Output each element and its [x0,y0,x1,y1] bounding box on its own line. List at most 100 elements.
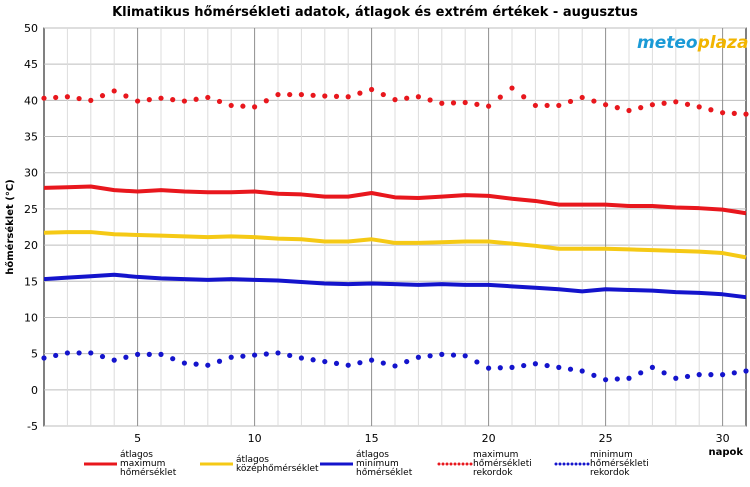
series-point [392,363,398,369]
series-point [111,88,117,94]
series-dot [591,372,597,378]
series-point [439,100,445,106]
series-dot [661,370,667,376]
series-point [439,351,445,357]
series-point [64,94,70,100]
series-1 [43,184,747,216]
series-dot [427,97,433,103]
series-dot [357,360,363,366]
legend-label: átlagos [356,450,389,460]
series-point [415,94,421,100]
series-point [462,353,468,359]
series-dot [380,91,386,98]
series-dot [614,376,620,382]
series-dot [638,370,644,376]
legend-swatch-dot [449,462,453,466]
series-dot [521,362,527,369]
legend-swatch-dot [437,462,441,466]
series-point [486,365,492,371]
series-point [509,364,515,370]
series-point [228,354,234,360]
series-dot [450,100,457,106]
series-point [579,368,585,374]
series-dot [474,101,480,107]
series-dot [427,353,433,359]
legend-label: maximum [473,450,518,460]
series-dot [287,352,293,359]
x-tick-label: 15 [365,432,379,445]
series-dot [216,98,223,105]
series-dot [497,365,503,371]
series-point [673,375,679,381]
legend-label: hőmérséklet [120,467,177,478]
legend-label: maximum [120,459,165,469]
y-tick-label: 5 [31,348,38,361]
legend-swatch-dot [582,462,586,466]
series-point [673,99,679,105]
series-point [135,351,141,357]
series-point [415,354,421,360]
series-dot [521,94,527,100]
series-point [88,97,94,103]
series-point [696,104,702,110]
series-dot [287,91,293,98]
legend-label: átlagos [120,450,153,460]
series-dot [333,360,340,367]
series-point [532,361,539,367]
legend-swatch-dot [586,462,590,466]
series-dot [497,94,503,100]
series-4 [41,85,749,117]
legend-swatch-dot [562,462,566,466]
series-point [181,360,187,366]
series-dot [310,357,316,363]
series-point [88,350,94,356]
series-point [579,94,585,101]
legend-swatch-dot [578,462,582,466]
series-point [720,372,726,378]
y-tick-label: -5 [27,420,38,433]
series-dot [123,93,129,99]
series-point [509,85,515,91]
legend-label: hőmérséklet [356,467,413,478]
series-point [603,102,609,108]
series-dot [474,359,480,365]
legend-label: minimum [590,450,633,460]
series-layer [41,85,749,383]
series-dot [567,366,574,372]
series-dot [53,94,59,101]
legend-swatch-dot [453,462,457,466]
y-tick-label: 45 [24,58,38,71]
x-tick-label: 10 [248,432,262,445]
series-point [322,358,328,365]
series-point [158,95,164,101]
series-dot [450,352,457,358]
series-dot [684,373,691,380]
series-dot [99,93,106,99]
series-point [135,98,141,104]
legend-swatch-dot [566,462,570,466]
series-point [298,355,304,361]
series-point [252,104,258,110]
x-axis-label: napok [708,447,743,458]
x-tick-label: 25 [599,432,613,445]
series-point [556,102,562,109]
series-point [345,94,351,100]
series-dot [544,362,550,369]
series-point [228,102,234,109]
legend-swatch-dot [570,462,574,466]
series-point [626,375,632,381]
y-tick-label: 30 [24,167,38,180]
series-dot [544,102,550,109]
series-dot [76,350,82,356]
series-dot [333,93,340,99]
logo-part2: plaza [697,33,749,53]
series-point [345,362,351,368]
series-dot [380,360,386,366]
meteoplaza-logo: meteoplaza [637,33,748,53]
series-dot [76,95,82,102]
series-point [252,352,258,358]
